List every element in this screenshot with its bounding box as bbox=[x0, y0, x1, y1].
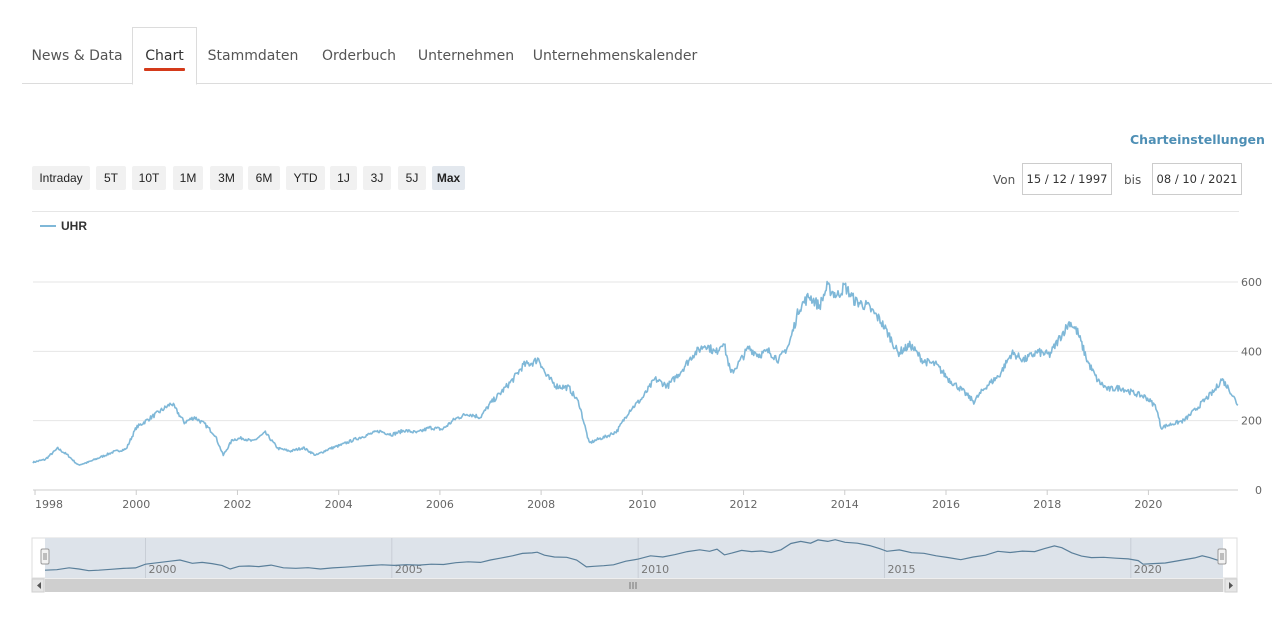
x-tick-label: 2002 bbox=[223, 498, 251, 511]
scrollbar-thumb[interactable] bbox=[45, 579, 1223, 592]
to-date-input[interactable]: 08 / 10 / 2021 bbox=[1152, 163, 1242, 195]
tab-label: News & Data bbox=[31, 47, 123, 64]
range-button-3m[interactable]: 3M bbox=[210, 166, 243, 190]
tab-label: Unternehmen bbox=[417, 47, 515, 64]
arrow-left-icon bbox=[37, 582, 41, 589]
x-tick-label: 2020 bbox=[1134, 498, 1162, 511]
y-tick-label: 0 bbox=[1255, 484, 1262, 497]
range-button-5j[interactable]: 5J bbox=[398, 166, 426, 190]
range-button-1m[interactable]: 1M bbox=[173, 166, 203, 190]
x-tick-label: 2008 bbox=[527, 498, 555, 511]
handle-body bbox=[1217, 548, 1227, 565]
tab-unternehmen[interactable]: Unternehmen bbox=[407, 27, 525, 84]
navigator[interactable]: 2000 2005 2010 2015 2020 bbox=[31, 537, 1238, 593]
range-button-intraday[interactable]: Intraday bbox=[32, 166, 90, 190]
series-line-uhr bbox=[32, 280, 1239, 466]
tab-chart[interactable]: Chart bbox=[132, 27, 197, 85]
tab-label: Orderbuch bbox=[321, 47, 397, 64]
x-tick-label: 1998 bbox=[35, 498, 63, 511]
range-button-1j[interactable]: 1J bbox=[330, 166, 357, 190]
navigator-tick-label: 2010 bbox=[641, 563, 669, 576]
legend-label: UHR bbox=[61, 219, 87, 233]
navigator-selection[interactable] bbox=[45, 538, 1223, 578]
y-tick-label: 600 bbox=[1241, 276, 1262, 289]
range-button-max[interactable]: Max bbox=[432, 166, 465, 190]
x-axis: 1998 2000 2002 2004 2006 2008 2010 2012 2014 2016… bbox=[33, 489, 1238, 511]
x-tick-label: 2006 bbox=[426, 498, 454, 511]
navigator-scrollbar[interactable] bbox=[31, 578, 1238, 593]
scroll-right-button[interactable] bbox=[1224, 578, 1238, 593]
range-button-3j[interactable]: 3J bbox=[363, 166, 391, 190]
tab-orderbuch[interactable]: Orderbuch bbox=[310, 27, 408, 84]
x-tick-label: 2016 bbox=[932, 498, 960, 511]
range-button-ytd[interactable]: YTD bbox=[286, 166, 325, 190]
navigator-tick-label: 2000 bbox=[149, 563, 177, 576]
legend-item-uhr[interactable]: UHR bbox=[40, 219, 87, 233]
scroll-left-button[interactable] bbox=[31, 578, 45, 593]
x-tick-label: 2000 bbox=[122, 498, 150, 511]
x-tick-label: 2004 bbox=[325, 498, 353, 511]
navigator-left-handle[interactable] bbox=[40, 548, 50, 565]
series-uhr bbox=[32, 280, 1239, 466]
x-tick-label: 2014 bbox=[831, 498, 859, 511]
to-date-label: bis bbox=[1124, 173, 1142, 187]
range-button-10t[interactable]: 10T bbox=[132, 166, 166, 190]
handle-body bbox=[40, 548, 50, 565]
navigator-tick-label: 2015 bbox=[887, 563, 915, 576]
range-button-6m[interactable]: 6M bbox=[248, 166, 280, 190]
legend-swatch bbox=[40, 225, 56, 227]
y-axis: 0 200 400 600 bbox=[1241, 276, 1262, 497]
y-tick-label: 200 bbox=[1241, 415, 1262, 428]
x-tick-label: 2018 bbox=[1033, 498, 1061, 511]
tab-label: Stammdaten bbox=[207, 47, 299, 64]
from-date-label: Von bbox=[993, 173, 1016, 187]
tab-bar: News & Data Chart Stammdaten Orderbuch Unter… bbox=[22, 27, 1272, 85]
range-button-5t[interactable]: 5T bbox=[96, 166, 126, 190]
y-tick-label: 400 bbox=[1241, 345, 1262, 358]
arrow-right-icon bbox=[1229, 582, 1233, 589]
from-date-input[interactable]: 15 / 12 / 1997 bbox=[1022, 163, 1112, 195]
navigator-tick-label: 2020 bbox=[1134, 563, 1162, 576]
x-tick-label: 2012 bbox=[730, 498, 758, 511]
grid-lines bbox=[33, 281, 1238, 422]
x-tick-label: 2010 bbox=[628, 498, 656, 511]
chart-settings-link[interactable]: Charteinstellungen bbox=[1130, 132, 1265, 147]
navigator-tick-label: 2005 bbox=[395, 563, 423, 576]
navigator-right-handle[interactable] bbox=[1217, 548, 1227, 565]
tab-stammdaten[interactable]: Stammdaten bbox=[197, 27, 309, 84]
chart-top-divider bbox=[32, 211, 1239, 212]
tab-news-data[interactable]: News & Data bbox=[22, 27, 132, 84]
navigator-series-line bbox=[44, 539, 1219, 572]
tab-unternehmenskalender[interactable]: Unternehmenskalender bbox=[525, 27, 705, 84]
tab-label: Chart bbox=[144, 48, 186, 71]
tab-label: Unternehmenskalender bbox=[532, 47, 698, 64]
